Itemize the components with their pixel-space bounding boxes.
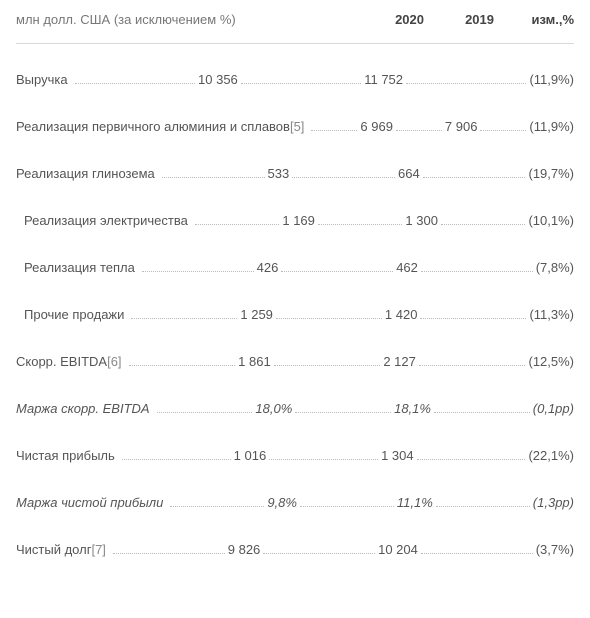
value-2019: 1 300: [405, 213, 438, 228]
value-2020: 1 259: [240, 307, 273, 322]
value-change: (3,7%): [536, 542, 574, 557]
dotted-leader: [263, 542, 375, 554]
value-2020: 1 016: [234, 448, 267, 463]
value-2019: 462: [396, 260, 418, 275]
table-row: Чистый долг[7] 9 826 10 204 (3,7%): [16, 542, 574, 557]
value-2019: 10 204: [378, 542, 418, 557]
row-label: Реализация тепла: [16, 260, 139, 275]
dotted-leader: [170, 495, 264, 507]
row-label: Чистая прибыль: [16, 448, 119, 463]
value-2020: 426: [257, 260, 279, 275]
table-body: Выручка 10 356 11 752 (11,9%) Реализация пер…: [16, 72, 574, 557]
value-2019: 664: [398, 166, 420, 181]
dotted-leader: [420, 307, 526, 319]
dotted-leader: [241, 72, 361, 84]
dotted-leader: [75, 72, 195, 84]
dotted-leader: [269, 448, 378, 460]
dotted-leader: [142, 260, 254, 272]
dotted-leader: [406, 72, 526, 84]
dotted-leader: [131, 307, 237, 319]
value-change: (11,9%): [529, 119, 574, 134]
col-change-header: изм.,%: [494, 12, 574, 27]
dotted-leader: [419, 354, 526, 366]
row-label: Реализация глинозема: [16, 166, 159, 181]
row-label: Реализация первичного алюминия и сплавов…: [16, 119, 308, 134]
dotted-leader: [157, 401, 253, 413]
dotted-leader: [195, 213, 280, 225]
value-2019: 1 304: [381, 448, 414, 463]
footnote-ref: [6]: [107, 354, 121, 369]
value-2020: 9 826: [228, 542, 261, 557]
table-row: Маржа скорр. EBITDA 18,0% 18,1% (0,1pp): [16, 401, 574, 416]
row-label: Реализация электричества: [16, 213, 192, 228]
dotted-leader: [274, 354, 381, 366]
value-2020: 533: [268, 166, 290, 181]
value-2020: 6 969: [360, 119, 393, 134]
value-2019: 11 752: [364, 72, 403, 87]
value-2019: 18,1%: [394, 401, 431, 416]
value-2020: 1 861: [238, 354, 271, 369]
value-change: (0,1pp): [533, 401, 574, 416]
table-row: Прочие продажи 1 259 1 420 (11,3%): [16, 307, 574, 322]
dotted-leader: [295, 401, 391, 413]
value-change: (11,3%): [529, 307, 574, 322]
value-change: (10,1%): [528, 213, 574, 228]
dotted-leader: [276, 307, 382, 319]
table-row: Маржа чистой прибыли 9,8% 11,1% (1,3pp): [16, 495, 574, 510]
dotted-leader: [436, 495, 530, 507]
dotted-leader: [300, 495, 394, 507]
dotted-leader: [480, 119, 526, 131]
dotted-leader: [417, 448, 526, 460]
value-2020: 9,8%: [267, 495, 297, 510]
value-2019: 7 906: [445, 119, 478, 134]
table-row: Реализация тепла 426 462 (7,8%): [16, 260, 574, 275]
value-2019: 2 127: [383, 354, 416, 369]
table-row: Скорр. EBITDA[6] 1 861 2 127 (12,5%): [16, 354, 574, 369]
dotted-leader: [122, 448, 231, 460]
units-label: млн долл. США (за исключением %): [16, 12, 354, 27]
dotted-leader: [281, 260, 393, 272]
dotted-leader: [311, 119, 357, 131]
table-header: млн долл. США (за исключением %) 2020 20…: [16, 12, 574, 44]
row-label: Скорр. EBITDA[6]: [16, 354, 126, 369]
col-2020-header: 2020: [354, 12, 424, 27]
value-change: (12,5%): [528, 354, 574, 369]
value-2020: 18,0%: [255, 401, 292, 416]
value-2020: 1 169: [282, 213, 315, 228]
row-label: Выручка: [16, 72, 72, 87]
col-2019-header: 2019: [424, 12, 494, 27]
value-change: (1,3pp): [533, 495, 574, 510]
row-label: Маржа скорр. EBITDA: [16, 401, 154, 416]
value-2019: 11,1%: [397, 495, 433, 510]
value-change: (22,1%): [528, 448, 574, 463]
dotted-leader: [113, 542, 225, 554]
value-change: (7,8%): [536, 260, 574, 275]
row-label: Чистый долг[7]: [16, 542, 110, 557]
footnote-ref: [7]: [91, 542, 105, 557]
value-2020: 10 356: [198, 72, 238, 87]
row-label: Прочие продажи: [16, 307, 128, 322]
dotted-leader: [318, 213, 403, 225]
table-row: Реализация электричества 1 169 1 300 (10,1%…: [16, 213, 574, 228]
value-2019: 1 420: [385, 307, 418, 322]
dotted-leader: [441, 213, 526, 225]
dotted-leader: [396, 119, 442, 131]
dotted-leader: [129, 354, 236, 366]
row-label: Маржа чистой прибыли: [16, 495, 167, 510]
dotted-leader: [421, 260, 533, 272]
table-row: Реализация первичного алюминия и сплавов…: [16, 119, 574, 134]
table-row: Реализация глинозема 533 664 (19,7%): [16, 166, 574, 181]
value-change: (11,9%): [529, 72, 574, 87]
value-change: (19,7%): [528, 166, 574, 181]
table-row: Чистая прибыль 1 016 1 304 (22,1%): [16, 448, 574, 463]
footnote-ref: [5]: [290, 119, 304, 134]
dotted-leader: [434, 401, 530, 413]
dotted-leader: [292, 166, 395, 178]
dotted-leader: [423, 166, 526, 178]
table-row: Выручка 10 356 11 752 (11,9%): [16, 72, 574, 87]
dotted-leader: [421, 542, 533, 554]
dotted-leader: [162, 166, 265, 178]
